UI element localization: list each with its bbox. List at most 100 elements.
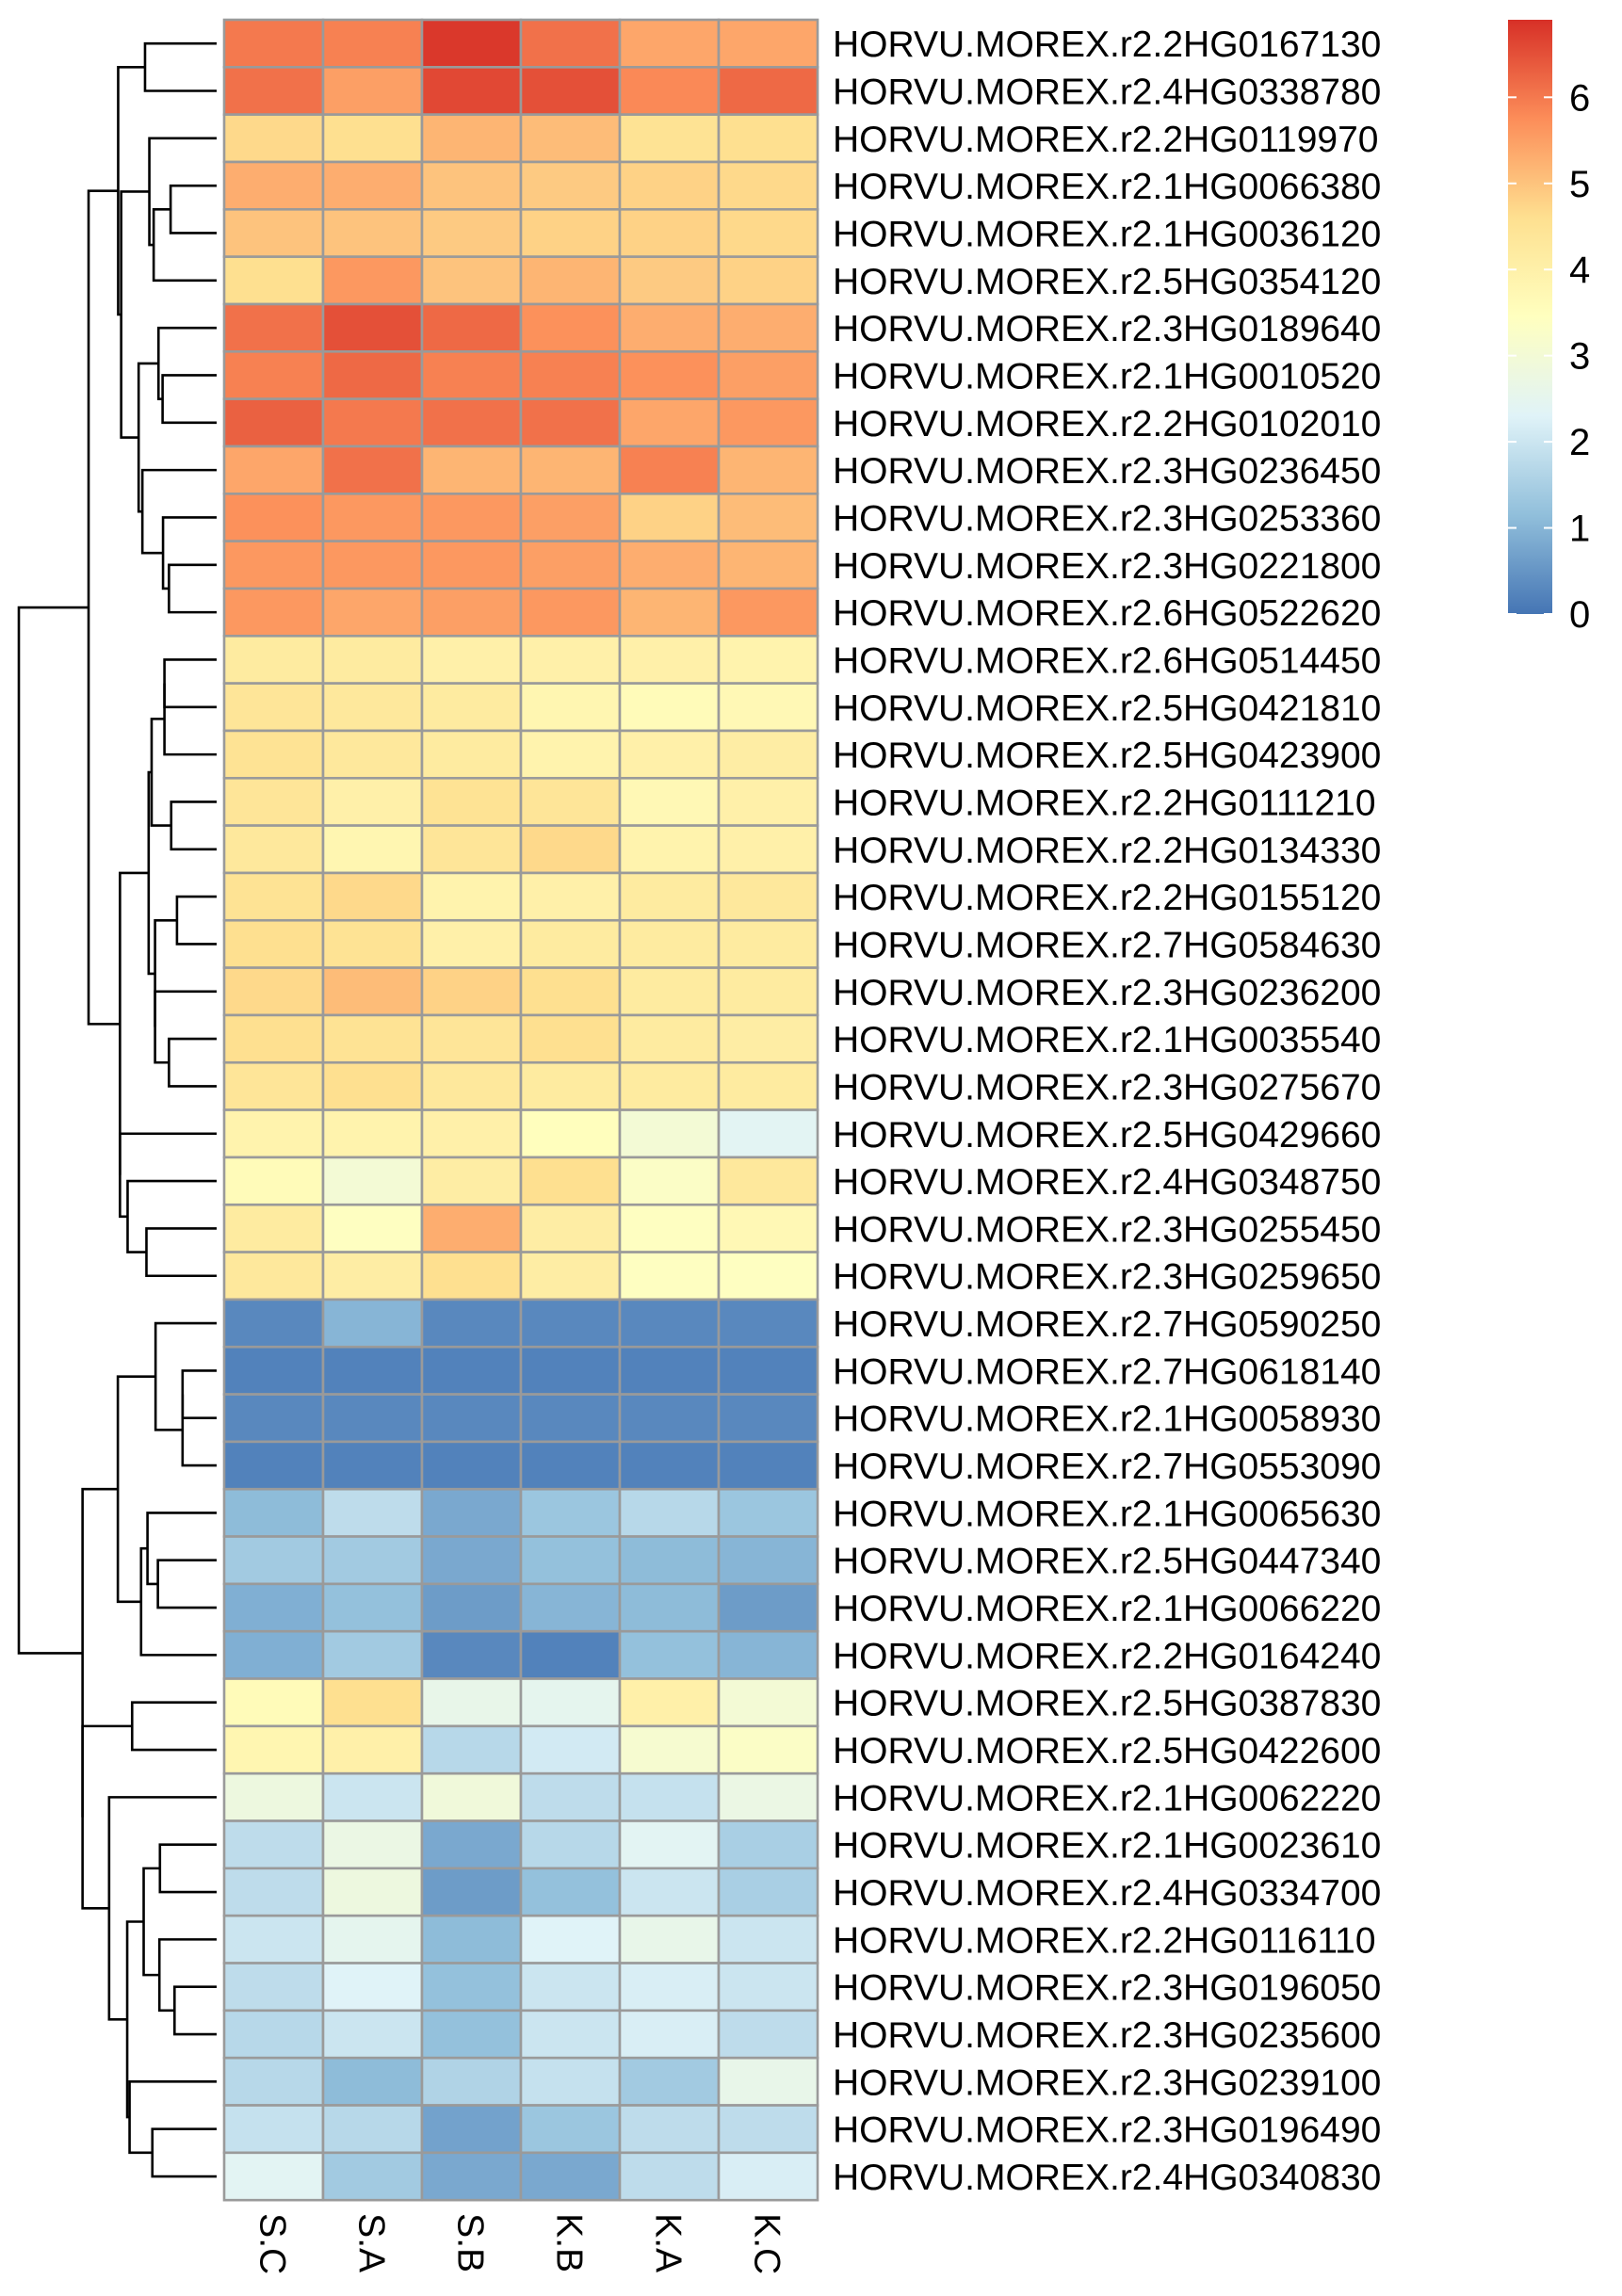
dendrogram-branch <box>128 2080 217 2155</box>
dendrogram-branch <box>156 1559 217 1609</box>
row-label: HORVU.MOREX.r2.5HG0421810 <box>833 688 1381 729</box>
heatmap-cell <box>618 1393 721 1444</box>
dendrogram-branch <box>81 1724 133 1910</box>
heatmap-cell <box>222 208 325 258</box>
heatmap-cell <box>222 302 325 353</box>
heatmap-cell <box>420 1629 523 1680</box>
heatmap-cell <box>519 66 622 116</box>
dendrogram-branch <box>161 516 217 590</box>
heatmap-cell <box>222 255 325 306</box>
dendrogram-branch <box>158 1843 217 1894</box>
row-label: HORVU.MOREX.r2.2HG0119970 <box>833 120 1378 160</box>
heatmap-cell <box>519 587 622 638</box>
heatmap-cells <box>222 18 819 2202</box>
heatmap-cell <box>420 1013 523 1064</box>
heatmap-cell <box>420 1298 523 1349</box>
row-label: HORVU.MOREX.r2.7HG0590250 <box>833 1304 1381 1345</box>
heatmap-cell <box>321 1535 424 1586</box>
legend-tick-label: 3 <box>1569 336 1590 378</box>
heatmap-cell <box>618 1108 721 1159</box>
heatmap-cell <box>420 1203 523 1253</box>
heatmap-cell <box>222 18 325 69</box>
heatmap-cell <box>321 1677 424 1728</box>
heatmap-cell <box>717 1440 819 1491</box>
column-label: K.B <box>549 2213 590 2272</box>
heatmap-cell <box>222 1535 325 1586</box>
heatmap-cell <box>717 1819 819 1870</box>
heatmap-cell <box>717 1487 819 1538</box>
heatmap-cell <box>618 540 721 590</box>
heatmap-cell <box>618 255 721 306</box>
heatmap-cell <box>717 587 819 638</box>
heatmap-cell <box>519 2151 622 2202</box>
heatmap-cell <box>222 918 325 969</box>
heatmap-cell <box>321 18 424 69</box>
heatmap-cell <box>519 208 622 258</box>
heatmap-cell <box>618 1013 721 1064</box>
heatmap-cell <box>420 1108 523 1159</box>
heatmap-cell <box>321 824 424 875</box>
heatmap-cell <box>618 1156 721 1206</box>
heatmap-cell <box>420 729 523 780</box>
legend-tick-label: 5 <box>1569 164 1590 205</box>
heatmap-cell <box>420 1819 523 1870</box>
heatmap-cell <box>618 587 721 638</box>
row-label: HORVU.MOREX.r2.2HG0155120 <box>833 878 1381 918</box>
heatmap-cell <box>420 1724 523 1775</box>
heatmap-cell <box>519 160 622 211</box>
row-label: HORVU.MOREX.r2.3HG0189640 <box>833 309 1381 349</box>
heatmap-cell <box>519 1724 622 1775</box>
heatmap-cell <box>519 776 622 827</box>
heatmap-cell <box>717 2151 819 2202</box>
heatmap-cell <box>618 302 721 353</box>
heatmap-cell <box>519 729 622 780</box>
heatmap-cell <box>420 966 523 1017</box>
heatmap-cell <box>519 1156 622 1206</box>
heatmap-cell <box>321 113 424 164</box>
row-label: HORVU.MOREX.r2.3HG0255450 <box>833 1209 1381 1250</box>
column-label: S.C <box>252 2213 293 2274</box>
dendrogram-branch <box>87 189 121 1026</box>
heatmap-cell <box>420 113 523 164</box>
heatmap-cell <box>717 634 819 685</box>
heatmap-cell <box>717 1629 819 1680</box>
row-label: HORVU.MOREX.r2.4HG0348750 <box>833 1162 1381 1203</box>
heatmap-cell <box>519 445 622 495</box>
heatmap-cell <box>222 1914 325 1965</box>
heatmap-cell <box>519 1867 622 1917</box>
legend-tick-label: 2 <box>1569 422 1590 463</box>
row-label: HORVU.MOREX.r2.1HG0058930 <box>833 1399 1381 1440</box>
dendrogram-branch <box>116 1375 156 1604</box>
heatmap-cell <box>618 871 721 922</box>
heatmap-cell <box>717 1914 819 1965</box>
heatmap-cell <box>618 966 721 1017</box>
dendrogram-branch <box>81 1487 119 1818</box>
heatmap-cell <box>717 1582 819 1633</box>
heatmap-cell <box>222 1677 325 1728</box>
heatmap-cell <box>717 776 819 827</box>
heatmap-cell <box>618 1345 721 1396</box>
row-label: HORVU.MOREX.r2.1HG0066220 <box>833 1589 1381 1629</box>
heatmap-cell <box>519 1393 622 1444</box>
color-legend: 0 1 2 3 4 5 6 <box>1508 20 1590 636</box>
heatmap-cell <box>222 587 325 638</box>
heatmap-cell <box>321 302 424 353</box>
legend-tick-label: 1 <box>1569 509 1590 550</box>
heatmap-cell <box>420 1914 523 1965</box>
heatmap-cell <box>717 492 819 542</box>
heatmap-cell <box>618 1203 721 1253</box>
heatmap-cell <box>519 1108 622 1159</box>
heatmap-cell <box>618 1867 721 1917</box>
heatmap-cell <box>222 2009 325 2060</box>
heatmap-cell <box>420 776 523 827</box>
dendrogram-branch <box>147 770 155 976</box>
heatmap-cell <box>222 113 325 164</box>
row-label: HORVU.MOREX.r2.3HG0275670 <box>833 1067 1381 1108</box>
heatmap-cell <box>420 350 523 400</box>
dendrogram-branch <box>181 1369 217 1420</box>
heatmap-cell <box>321 1867 424 1917</box>
heatmap-cell <box>519 1629 622 1680</box>
heatmap-cell <box>420 1440 523 1491</box>
heatmap-cell <box>717 2104 819 2155</box>
